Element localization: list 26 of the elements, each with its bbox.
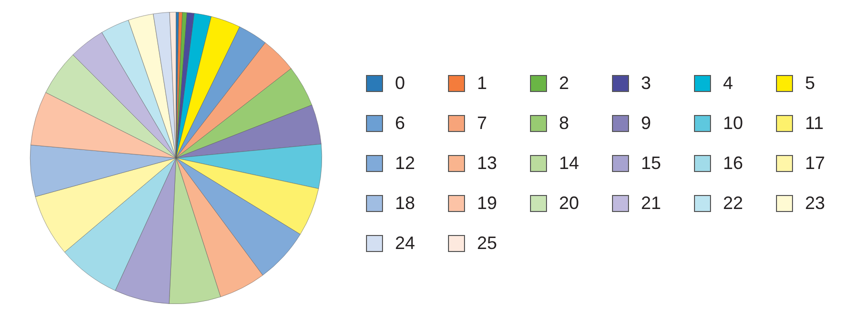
legend-label: 5 (805, 72, 816, 94)
legend-label: 7 (477, 112, 488, 134)
legend-label: 13 (477, 152, 498, 174)
legend-label: 20 (559, 192, 580, 214)
legend-label: 16 (723, 152, 744, 174)
legend-label: 1 (477, 72, 488, 94)
legend-label: 10 (723, 112, 744, 134)
legend-label: 6 (395, 112, 406, 134)
legend-label: 25 (477, 232, 498, 254)
legend-label: 2 (559, 72, 570, 94)
legend-label: 9 (641, 112, 652, 134)
legend-label: 17 (805, 152, 826, 174)
legend-label: 21 (641, 192, 662, 214)
legend-label: 14 (559, 152, 580, 174)
legend-label: 3 (641, 72, 652, 94)
legend-label: 15 (641, 152, 662, 174)
legend-label: 22 (723, 192, 744, 214)
legend-label: 11 (805, 112, 824, 134)
legend-label: 23 (805, 192, 826, 214)
legend-label: 12 (395, 152, 416, 174)
legend-label: 19 (477, 192, 498, 214)
legend-label: 18 (395, 192, 416, 214)
legend-label: 24 (395, 232, 416, 254)
legend-label: 4 (723, 72, 734, 94)
legend-label: 8 (559, 112, 570, 134)
legend-label: 0 (395, 72, 406, 94)
